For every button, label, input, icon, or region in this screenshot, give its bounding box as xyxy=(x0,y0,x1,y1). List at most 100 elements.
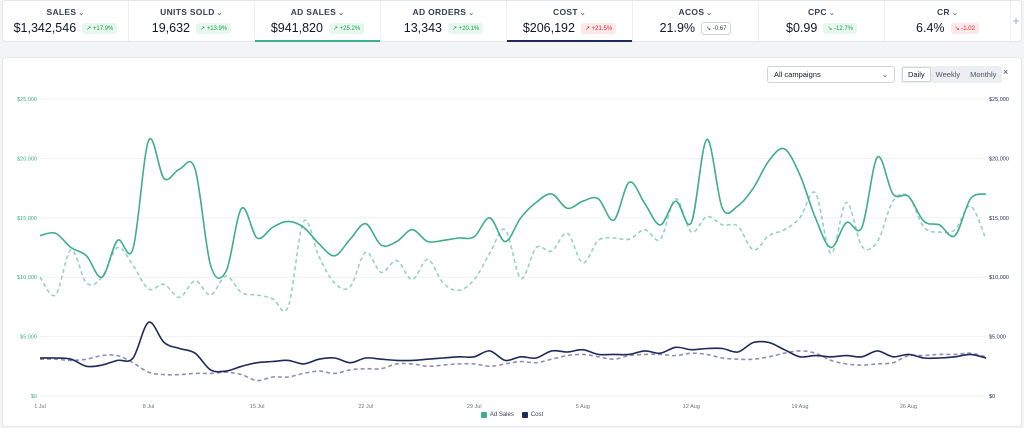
metric-label-text: ACOS xyxy=(678,7,705,17)
metric-tile-units-sold[interactable]: UNITS SOLD ⌄ 19,632 ↗ +13.9% xyxy=(129,1,255,41)
metric-label-text: COST xyxy=(553,7,578,17)
x-tick-label: 19 Aug xyxy=(791,404,808,410)
chevron-down-icon: ⌄ xyxy=(882,71,888,79)
campaign-select-value: All campaigns xyxy=(774,70,821,79)
change-badge: ↘ -1.02 xyxy=(950,22,979,34)
chevron-down-icon: ⌄ xyxy=(78,10,85,17)
campaign-select[interactable]: All campaigns ⌄ xyxy=(767,66,895,83)
metric-label[interactable]: CPC ⌄ xyxy=(759,7,884,17)
metric-label[interactable]: SALES ⌄ xyxy=(3,7,128,17)
y-tick-label-right: $5,000 xyxy=(989,335,1006,341)
trend-icon: ↗ xyxy=(452,25,458,32)
series-line-cost xyxy=(39,321,987,373)
trend-icon: ↗ xyxy=(200,25,206,32)
x-tick-label: 5 Aug xyxy=(576,404,590,410)
y-tick-label-right: $0 xyxy=(989,394,995,400)
metric-value: 13,343 xyxy=(403,21,442,35)
y-tick-label-left: $5,000 xyxy=(20,335,37,341)
change-value: -12.7% xyxy=(833,25,853,32)
trend-icon: ↗ xyxy=(86,25,92,32)
metric-label-text: AD SALES xyxy=(290,7,337,17)
chevron-down-icon: ⌄ xyxy=(216,10,223,17)
period-monthly-button[interactable]: Monthly xyxy=(970,70,997,79)
chevron-down-icon: ⌄ xyxy=(951,10,959,17)
chevron-down-icon: ⌄ xyxy=(338,10,345,17)
metric-tile-sales[interactable]: SALES ⌄ $1,342,546 ↗ +17.9% xyxy=(3,1,129,41)
trend-icon: ↘ xyxy=(827,25,833,32)
period-daily-button[interactable]: Daily xyxy=(902,67,931,82)
change-value: -1.02 xyxy=(961,25,975,32)
legend-label-cost: Cost xyxy=(530,412,544,418)
legend-swatch-ad-sales xyxy=(480,412,487,418)
metric-tile-ad-sales[interactable]: AD SALES ⌄ $941,820 ↗ +25.2% xyxy=(255,1,381,42)
close-icon[interactable]: × xyxy=(1003,67,1009,77)
metric-value: 19,632 xyxy=(151,21,190,35)
change-value: +17.9% xyxy=(92,25,114,32)
change-value: +25.2% xyxy=(339,25,361,32)
change-badge: ↗ +17.9% xyxy=(82,22,118,34)
change-badge: ↗ +21.5% xyxy=(580,22,617,34)
x-tick-label: 29 Jul xyxy=(467,404,482,410)
change-value: -0.67 xyxy=(712,25,727,32)
metric-label-text: AD ORDERS xyxy=(412,7,467,17)
y-tick-label-right: $15,000 xyxy=(989,216,1009,222)
y-tick-label-left: $25,000 xyxy=(17,97,37,103)
x-tick-label: 26 Aug xyxy=(900,404,917,410)
series-line-ad-sales-previous xyxy=(39,191,987,313)
chevron-down-icon: ⌄ xyxy=(468,10,475,17)
metric-label-text: CPC xyxy=(807,7,827,17)
metric-label[interactable]: ACOS ⌄ xyxy=(633,7,758,17)
metric-tile-cpc[interactable]: CPC ⌄ $0.99 ↘ -12.7% xyxy=(759,1,885,41)
metric-label-text: UNITS SOLD xyxy=(160,7,215,17)
x-tick-label: 22 Jul xyxy=(358,404,373,410)
line-chart: $0 $0 $5,000 $5,000 $10,000 $10,000 $15,000 $15… xyxy=(17,97,1009,410)
metric-label[interactable]: UNITS SOLD ⌄ xyxy=(129,7,254,17)
chart-legend: Ad Sales Cost xyxy=(3,412,1021,418)
change-value: +13.9% xyxy=(206,25,228,32)
metric-label[interactable]: COST ⌄ xyxy=(507,7,632,17)
metric-value: $0.99 xyxy=(786,21,818,35)
metric-label-text: SALES xyxy=(46,7,77,17)
metric-label[interactable]: AD ORDERS ⌄ xyxy=(381,7,506,17)
y-tick-label-right: $20,000 xyxy=(989,156,1009,162)
period-toggle: Daily Weekly Monthly xyxy=(901,66,1003,83)
metric-label[interactable]: AD SALES ⌄ xyxy=(255,7,380,17)
change-badge: ↘ -0.67 xyxy=(701,21,732,35)
x-tick-label: 12 Aug xyxy=(683,404,700,410)
change-badge: ↗ +25.2% xyxy=(328,22,365,34)
metrics-bar: SALES ⌄ $1,342,546 ↗ +17.9% UNITS SOLD ⌄ 19,63… xyxy=(2,0,1022,42)
x-tick-label: 8 Jul xyxy=(143,404,155,410)
change-badge: ↘ -12.7% xyxy=(823,22,857,34)
chevron-down-icon: ⌄ xyxy=(828,10,836,17)
metric-value: $206,192 xyxy=(522,21,575,35)
legend-swatch-cost xyxy=(521,412,528,418)
change-badge: ↗ +20.1% xyxy=(448,22,484,34)
chevron-down-icon: ⌄ xyxy=(706,10,713,17)
y-tick-label-left: $0 xyxy=(31,394,37,400)
chart-card: All campaigns ⌄ Daily Weekly Monthly × $… xyxy=(2,57,1022,427)
legend-item-ad-sales[interactable]: Ad Sales xyxy=(480,412,514,418)
series-line-cost-previous xyxy=(39,350,987,382)
chevron-down-icon: ⌄ xyxy=(579,10,586,17)
metric-tile-acos[interactable]: ACOS ⌄ 21.9% ↘ -0.67 xyxy=(633,1,759,41)
metric-label-text: CR xyxy=(936,7,950,17)
metric-tile-cr[interactable]: CR ⌄ 6.4% ↘ -1.02 xyxy=(885,1,1011,41)
series-line-ad-sales xyxy=(39,137,987,280)
legend-label-ad-sales: Ad Sales xyxy=(489,412,514,418)
metric-label[interactable]: CR ⌄ xyxy=(885,7,1010,17)
change-value: +21.5% xyxy=(591,25,613,32)
y-tick-label-left: $20,000 xyxy=(17,156,37,162)
metric-tile-ad-orders[interactable]: AD ORDERS ⌄ 13,343 ↗ +20.1% xyxy=(381,1,507,41)
x-tick-label: 15 Jul xyxy=(250,404,265,410)
metric-tile-cost[interactable]: COST ⌄ $206,192 ↗ +21.5% xyxy=(507,1,633,42)
metric-value: $941,820 xyxy=(270,21,323,35)
add-metric-button[interactable]: + xyxy=(1012,14,1020,28)
period-weekly-button[interactable]: Weekly xyxy=(935,70,961,79)
trend-icon: ↘ xyxy=(706,25,712,32)
change-badge: ↗ +13.9% xyxy=(196,22,232,34)
legend-item-cost[interactable]: Cost xyxy=(521,412,544,418)
y-tick-label-right: $10,000 xyxy=(989,275,1009,281)
metric-value: $1,342,546 xyxy=(13,21,77,35)
trend-icon: ↗ xyxy=(332,25,338,32)
trend-icon: ↘ xyxy=(954,25,960,32)
